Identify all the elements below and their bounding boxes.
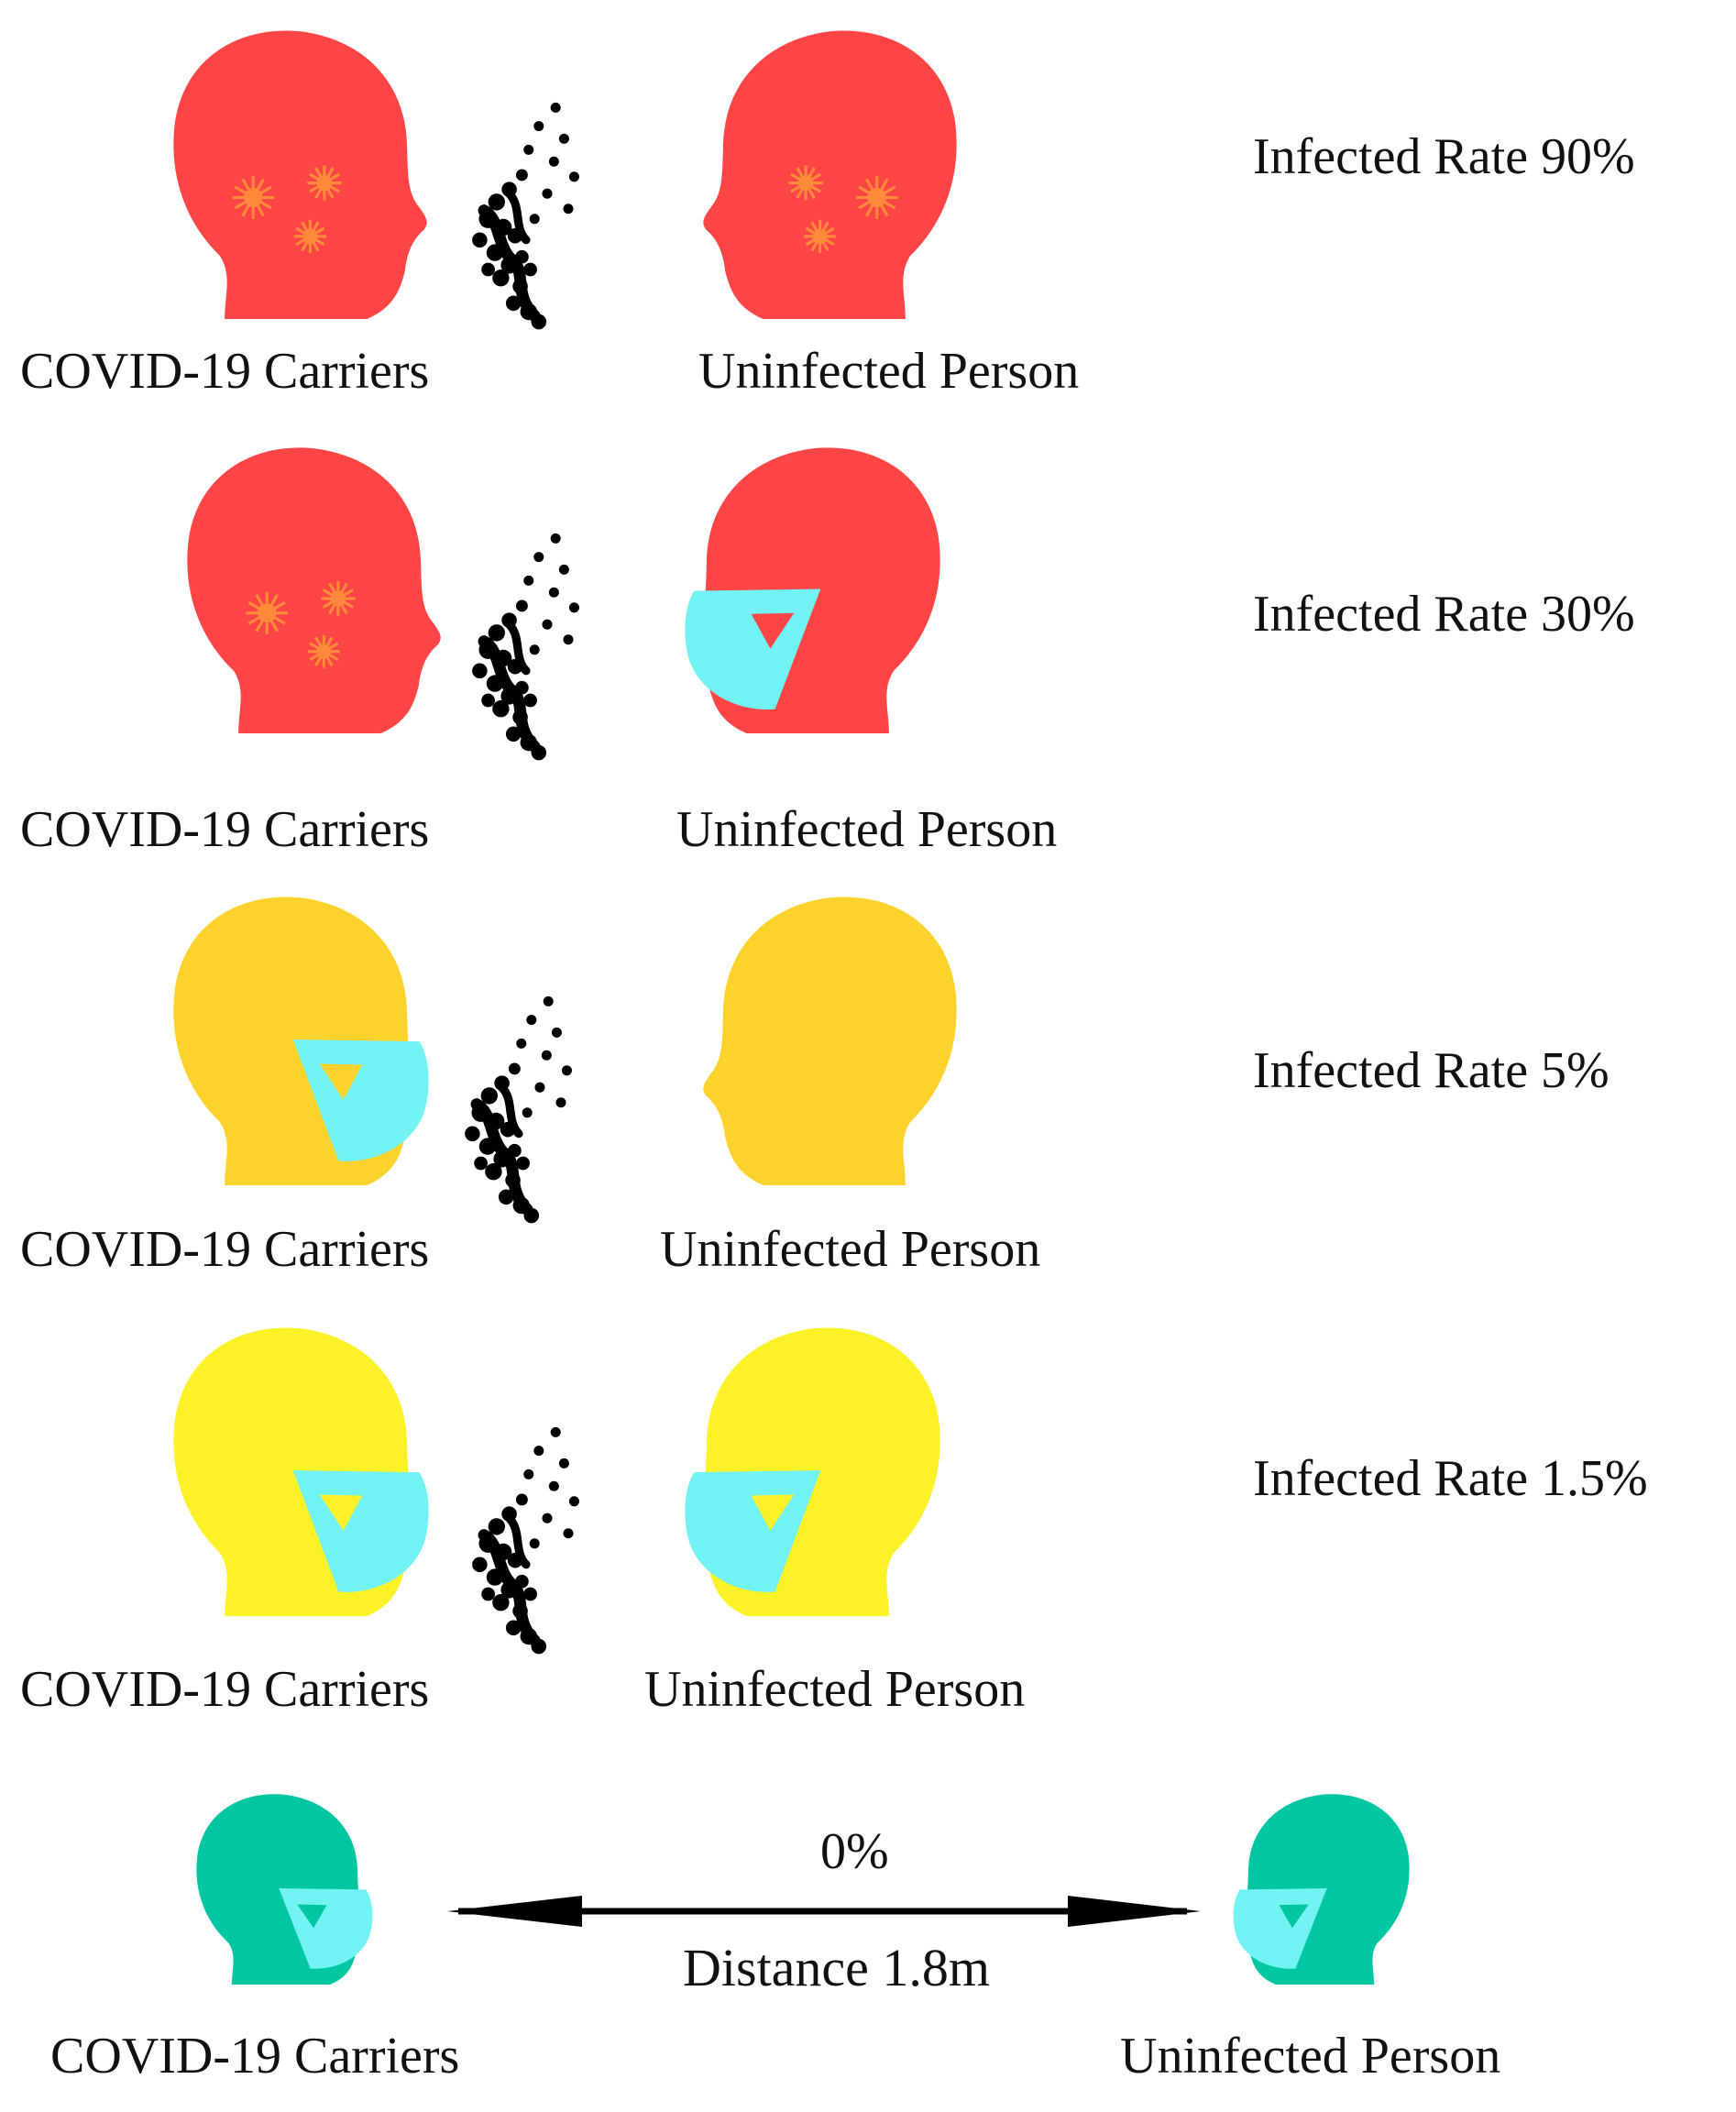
arrowhead-left-icon — [447, 1896, 582, 1927]
person-label: Uninfected Person — [676, 801, 1058, 858]
respiratory-droplets-icon — [472, 102, 579, 330]
infected-rate-label: Infected Rate 1.5% — [1253, 1450, 1648, 1507]
person-label: Uninfected Person — [660, 1221, 1041, 1278]
face-mask-icon — [685, 1470, 821, 1592]
person-head — [703, 896, 957, 1185]
respiratory-droplets-icon — [472, 1426, 579, 1655]
person-head — [703, 30, 957, 319]
infected-rate-label: Infected Rate 90% — [1253, 128, 1635, 185]
distance-arrow — [447, 1896, 1201, 1927]
person-head — [685, 1327, 940, 1616]
carrier-label: COVID-19 Carriers — [50, 2028, 460, 2084]
face-mask-icon — [279, 1888, 373, 1969]
respiratory-droplets-icon — [472, 533, 579, 761]
carrier-head — [173, 896, 429, 1185]
head-icon — [187, 447, 441, 733]
carrier-head — [187, 447, 441, 733]
face-mask-icon — [292, 1470, 429, 1592]
face-mask-icon — [1233, 1888, 1327, 1969]
face-mask-icon — [292, 1040, 429, 1161]
person-label: Uninfected Person — [1120, 2028, 1501, 2084]
carrier-label: COVID-19 Carriers — [20, 1661, 430, 1718]
carrier-head — [173, 1327, 429, 1616]
carrier-head — [173, 30, 427, 319]
infected-rate-label: Infected Rate 30% — [1253, 586, 1635, 643]
person-label: Uninfected Person — [698, 343, 1080, 400]
carrier-label: COVID-19 Carriers — [20, 801, 430, 858]
virus-icon — [232, 165, 342, 253]
head-icon — [703, 30, 957, 319]
carrier-head — [196, 1794, 373, 1985]
virus-icon — [246, 581, 356, 668]
person-head — [685, 447, 940, 733]
head-icon — [703, 896, 957, 1185]
carrier-label: COVID-19 Carriers — [20, 343, 430, 400]
distance-rate-value: 0% — [820, 1823, 889, 1880]
head-icon — [173, 30, 427, 319]
distance-label: Distance 1.8m — [683, 1938, 991, 1997]
person-head — [1233, 1794, 1410, 1985]
carrier-label: COVID-19 Carriers — [20, 1221, 430, 1278]
arrowhead-right-icon — [1068, 1896, 1201, 1927]
virus-icon — [788, 165, 898, 253]
respiratory-droplets-icon — [465, 996, 572, 1224]
person-label: Uninfected Person — [644, 1661, 1026, 1718]
face-mask-icon — [685, 588, 821, 710]
infected-rate-label: Infected Rate 5% — [1253, 1042, 1610, 1099]
